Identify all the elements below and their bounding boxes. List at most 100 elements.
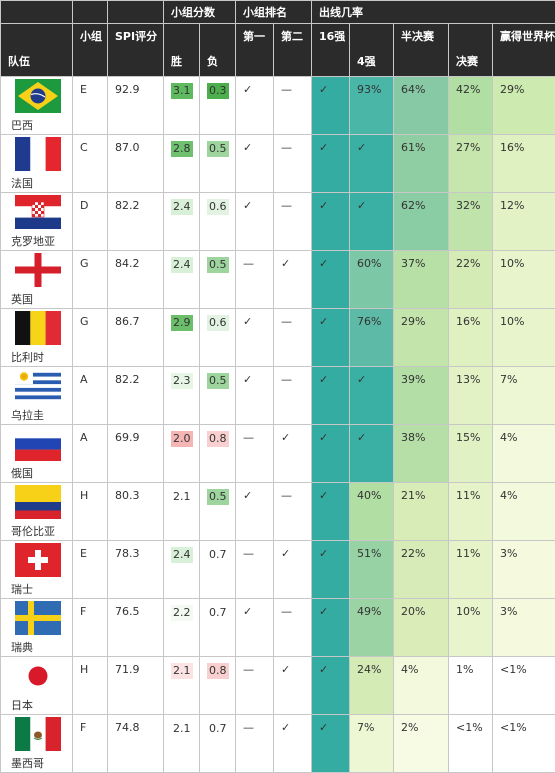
switzerland-flag-icon [15,543,61,577]
first-cell: ✓ [236,367,274,425]
team-cell: 日本 [1,657,73,715]
team-cell: 克罗地亚 [1,193,73,251]
table-row: 乌拉圭 A 82.2 2.3 0.5 ✓ — ✓ ✓ 39% 13% 7% [1,367,555,425]
win-value: 2.2 [171,605,193,621]
win-value: 2.0 [171,431,193,447]
win-value: 2.3 [171,373,193,389]
spi-cell: 82.2 [108,193,164,251]
japan-flag-icon [15,659,61,693]
champion-cell: <1% [493,715,555,773]
team-cell: 瑞士 [1,541,73,599]
team-name: 墨西哥 [1,751,72,771]
team-name: 英国 [1,287,72,307]
win-cell: 2.4 [164,541,200,599]
win-cell: 2.8 [164,135,200,193]
table-row: 日本 H 71.9 2.1 0.8 — ✓ ✓ 24% 4% 1% <1% [1,657,555,715]
loss-cell: 0.5 [200,367,236,425]
second-cell: — [274,599,312,657]
win-value: 2.1 [171,663,193,679]
r16-cell: ✓ [312,541,350,599]
final-cell: <1% [449,715,493,773]
croatia-flag-icon [15,195,61,229]
second-cell: ✓ [274,657,312,715]
win-value: 3.1 [171,83,193,99]
r16-cell: ✓ [312,367,350,425]
spi-cell: 69.9 [108,425,164,483]
header-second[interactable]: 第二 [274,24,312,77]
header-group-rank: 小组排名 [236,1,312,24]
first-cell: — [236,715,274,773]
r16-cell: ✓ [312,425,350,483]
loss-value: 0.5 [207,373,229,389]
first-cell: — [236,541,274,599]
colombia-flag-icon [15,485,61,519]
champion-cell: 3% [493,599,555,657]
sweden-flag-icon [15,601,61,635]
semi-cell: 61% [394,135,449,193]
r16-cell: ✓ [312,251,350,309]
r4-cell: ✓ [350,425,394,483]
header-semi[interactable]: 半决赛 [394,24,449,77]
second-cell: ✓ [274,251,312,309]
semi-cell: 38% [394,425,449,483]
r4-cell: ✓ [350,367,394,425]
champion-cell: 4% [493,425,555,483]
team-cell: 巴西 [1,77,73,135]
win-value: 2.4 [171,547,193,563]
first-cell: ✓ [236,483,274,541]
team-name: 哥伦比亚 [1,519,72,539]
final-cell: 11% [449,541,493,599]
team-cell: 哥伦比亚 [1,483,73,541]
semi-cell: 64% [394,77,449,135]
loss-value: 0.7 [207,547,229,563]
uruguay-flag-icon [15,369,61,403]
header-group[interactable]: 小组 [73,24,108,77]
team-cell: 比利时 [1,309,73,367]
table-row: 法国 C 87.0 2.8 0.5 ✓ — ✓ ✓ 61% 27% 16% [1,135,555,193]
r4-cell: 40% [350,483,394,541]
second-cell: — [274,77,312,135]
group-cell: G [73,251,108,309]
header-team[interactable]: 队伍 [1,24,73,77]
win-value: 2.8 [171,141,193,157]
r16-cell: ✓ [312,309,350,367]
group-cell: E [73,77,108,135]
r16-cell: ✓ [312,77,350,135]
header-spi[interactable]: SPI评分 [108,24,164,77]
group-cell: H [73,657,108,715]
loss-value: 0.7 [207,721,229,737]
group-cell: D [73,193,108,251]
second-cell: — [274,483,312,541]
r4-cell: 24% [350,657,394,715]
header-r16[interactable]: 16强 [312,24,350,77]
second-cell: — [274,193,312,251]
r16-cell: ✓ [312,657,350,715]
second-cell: ✓ [274,541,312,599]
header-loss[interactable]: 负 [200,24,236,77]
group-cell: F [73,599,108,657]
semi-cell: 29% [394,309,449,367]
header-win[interactable]: 胜 [164,24,200,77]
semi-cell: 20% [394,599,449,657]
table-row: 哥伦比亚 H 80.3 2.1 0.5 ✓ — ✓ 40% 21% 11% 4% [1,483,555,541]
loss-cell: 0.6 [200,309,236,367]
header-final[interactable]: 决赛 [449,24,493,77]
loss-value: 0.8 [207,663,229,679]
header-r4[interactable]: 4强 [350,24,394,77]
final-cell: 42% [449,77,493,135]
team-cell: 瑞典 [1,599,73,657]
loss-cell: 0.6 [200,193,236,251]
team-cell: 法国 [1,135,73,193]
first-cell: ✓ [236,599,274,657]
win-value: 2.4 [171,199,193,215]
champion-cell: 29% [493,77,555,135]
header-champion[interactable]: 赢得世界杯 [493,24,555,77]
table-row: 瑞士 E 78.3 2.4 0.7 — ✓ ✓ 51% 22% 11% 3% [1,541,555,599]
header-first[interactable]: 第一 [236,24,274,77]
champion-cell: 10% [493,309,555,367]
r16-cell: ✓ [312,193,350,251]
france-flag-icon [15,137,61,171]
r4-cell: 93% [350,77,394,135]
r4-cell: 60% [350,251,394,309]
